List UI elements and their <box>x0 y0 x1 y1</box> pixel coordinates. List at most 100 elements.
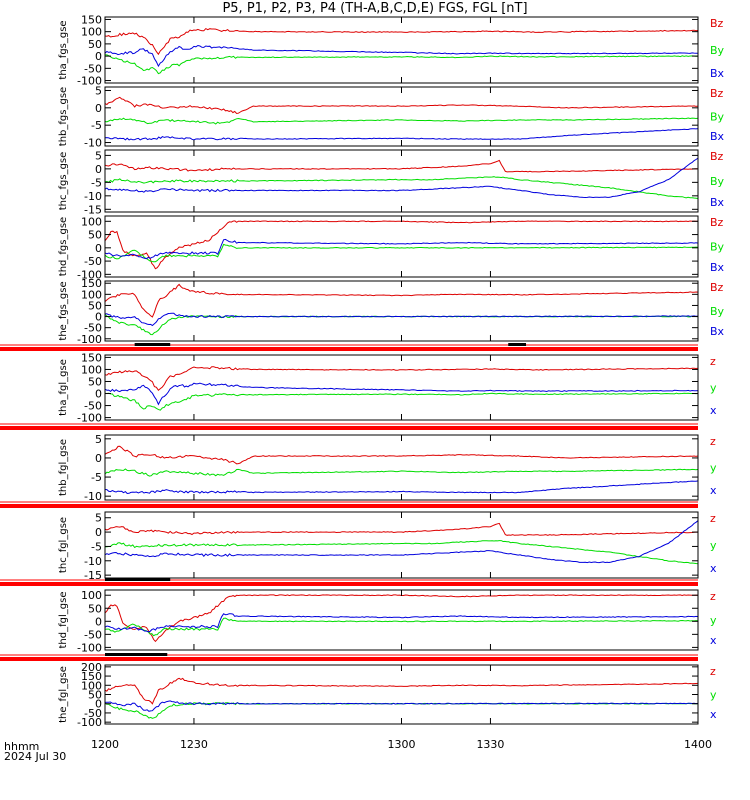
legend-label: Bx <box>710 196 725 209</box>
y-tick-label: -50 <box>84 707 102 720</box>
legend-label: Bx <box>710 130 725 143</box>
x-tick-label: 1200 <box>91 738 119 751</box>
panel-frame-9 <box>104 589 699 651</box>
legend-label: By <box>710 44 725 57</box>
panel-frame-6 <box>104 354 699 421</box>
y-tick-label: -50 <box>84 62 102 75</box>
y-tick-label: -15 <box>84 203 102 216</box>
series-line-the_fgs_gse-Bx <box>104 312 699 327</box>
x-tick-label: 1230 <box>180 738 208 751</box>
y-tick-label: 0 <box>95 242 102 255</box>
series-line-thc_fgl_gse-z <box>104 522 698 536</box>
series-line-thd_fgs_gse-By <box>104 243 699 263</box>
y-tick-label: -100 <box>77 75 102 88</box>
y-axis-label: thd_fgl_gse <box>58 592 69 649</box>
series-line-thb_fgs_gse-Bz <box>104 96 699 115</box>
series-line-thd_fgs_gse-Bz <box>104 220 699 270</box>
series-line-thd_fgl_gse-y <box>104 617 699 637</box>
series-line-thc_fgs_gse-By <box>104 176 699 199</box>
red-flag-bar <box>0 347 698 351</box>
y-axis-label: thc_fgl_gse <box>58 517 69 573</box>
legend-label: y <box>710 382 717 395</box>
y-tick-label: -10 <box>84 490 102 503</box>
x-tick-label: 1300 <box>388 738 416 751</box>
legend-label: x <box>710 484 717 497</box>
legend-label: x <box>710 562 717 575</box>
y-tick-label: 5 <box>95 512 102 525</box>
panel-frame-4 <box>104 215 699 278</box>
series-line-the_fgs_gse-Bz <box>104 283 699 318</box>
legend-label: z <box>710 355 716 368</box>
y-tick-label: -100 <box>77 641 102 654</box>
y-tick-label: 5 <box>95 433 102 446</box>
y-axis-label: the_fgs_gse <box>58 281 69 340</box>
series-line-thb_fgs_gse-Bx <box>104 128 699 141</box>
y-tick-label: 5 <box>95 84 102 97</box>
legend-label: x <box>710 708 717 721</box>
legend-label: Bx <box>710 325 725 338</box>
y-tick-label: 0 <box>95 50 102 63</box>
y-tick-label: 150 <box>81 670 102 683</box>
legend-label: Bz <box>710 17 724 30</box>
black-coverage-bar <box>105 578 171 581</box>
series-line-thb_fgs_gse-By <box>104 117 699 125</box>
y-tick-label: 100 <box>81 363 102 376</box>
series-line-thc_fgs_gse-Bx <box>104 157 699 199</box>
y-tick-label: 0 <box>95 452 102 465</box>
series-line-thb_fgl_gse-x <box>104 480 699 495</box>
y-tick-label: -50 <box>84 400 102 413</box>
legend-label: y <box>710 689 717 702</box>
black-coverage-bar <box>508 343 527 346</box>
series-line-the_fgl_gse-z <box>104 677 699 705</box>
y-tick-label: 0 <box>95 311 102 324</box>
series-line-thd_fgl_gse-z <box>104 594 699 643</box>
y-tick-label: -5 <box>91 119 102 132</box>
legend-label: Bz <box>710 150 724 163</box>
y-tick-label: 0 <box>95 102 102 115</box>
series-line-tha_fgl_gse-y <box>104 392 699 411</box>
y-tick-label: -100 <box>77 716 102 729</box>
y-tick-label: -10 <box>84 555 102 568</box>
y-axis-label: thd_fgs_gse <box>58 217 69 276</box>
legend-label: x <box>710 404 717 417</box>
y-axis-label: thb_fgl_gse <box>58 439 69 496</box>
y-tick-label: -5 <box>91 540 102 553</box>
x-tick-label: 1400 <box>684 738 712 751</box>
legend-label: Bz <box>710 281 724 294</box>
y-tick-label: 50 <box>88 299 102 312</box>
y-tick-label: 100 <box>81 215 102 228</box>
legend-label: y <box>710 462 717 475</box>
legend-label: y <box>710 614 717 627</box>
series-line-thc_fgl_gse-x <box>104 520 699 564</box>
red-flag-bar <box>0 504 698 508</box>
y-tick-label: -100 <box>77 412 102 425</box>
y-tick-label: 200 <box>81 661 102 674</box>
y-tick-label: 0 <box>95 698 102 711</box>
y-tick-label: 50 <box>88 602 102 615</box>
panel-frame-2 <box>104 86 699 147</box>
series-line-tha_fgl_gse-x <box>104 382 699 406</box>
panel-frame-5 <box>104 280 699 342</box>
legend-label: Bz <box>710 87 724 100</box>
legend-label: Bx <box>710 261 725 274</box>
y-tick-label: 5 <box>95 149 102 162</box>
series-line-tha_fgs_gse-Bz <box>104 27 699 56</box>
legend-label: z <box>710 512 716 525</box>
y-tick-label: 150 <box>81 351 102 364</box>
legend-label: By <box>710 111 725 124</box>
footer-time-label: hhmm <box>4 740 40 753</box>
red-flag-bar <box>0 582 698 586</box>
series-line-tha_fgl_gse-z <box>104 366 699 392</box>
legend-label: y <box>710 539 717 552</box>
legend-label: Bx <box>710 67 725 80</box>
red-flag-bar <box>0 657 698 661</box>
y-tick-label: 0 <box>95 615 102 628</box>
panel-frame-8 <box>104 511 699 579</box>
panel-frame-7 <box>104 434 699 501</box>
y-tick-label: 50 <box>88 38 102 51</box>
legend-label: Bz <box>710 216 724 229</box>
y-tick-label: 100 <box>81 26 102 39</box>
series-line-thb_fgl_gse-y <box>104 468 699 477</box>
legend-label: By <box>710 241 725 254</box>
y-axis-label: tha_fgl_gse <box>58 359 69 416</box>
